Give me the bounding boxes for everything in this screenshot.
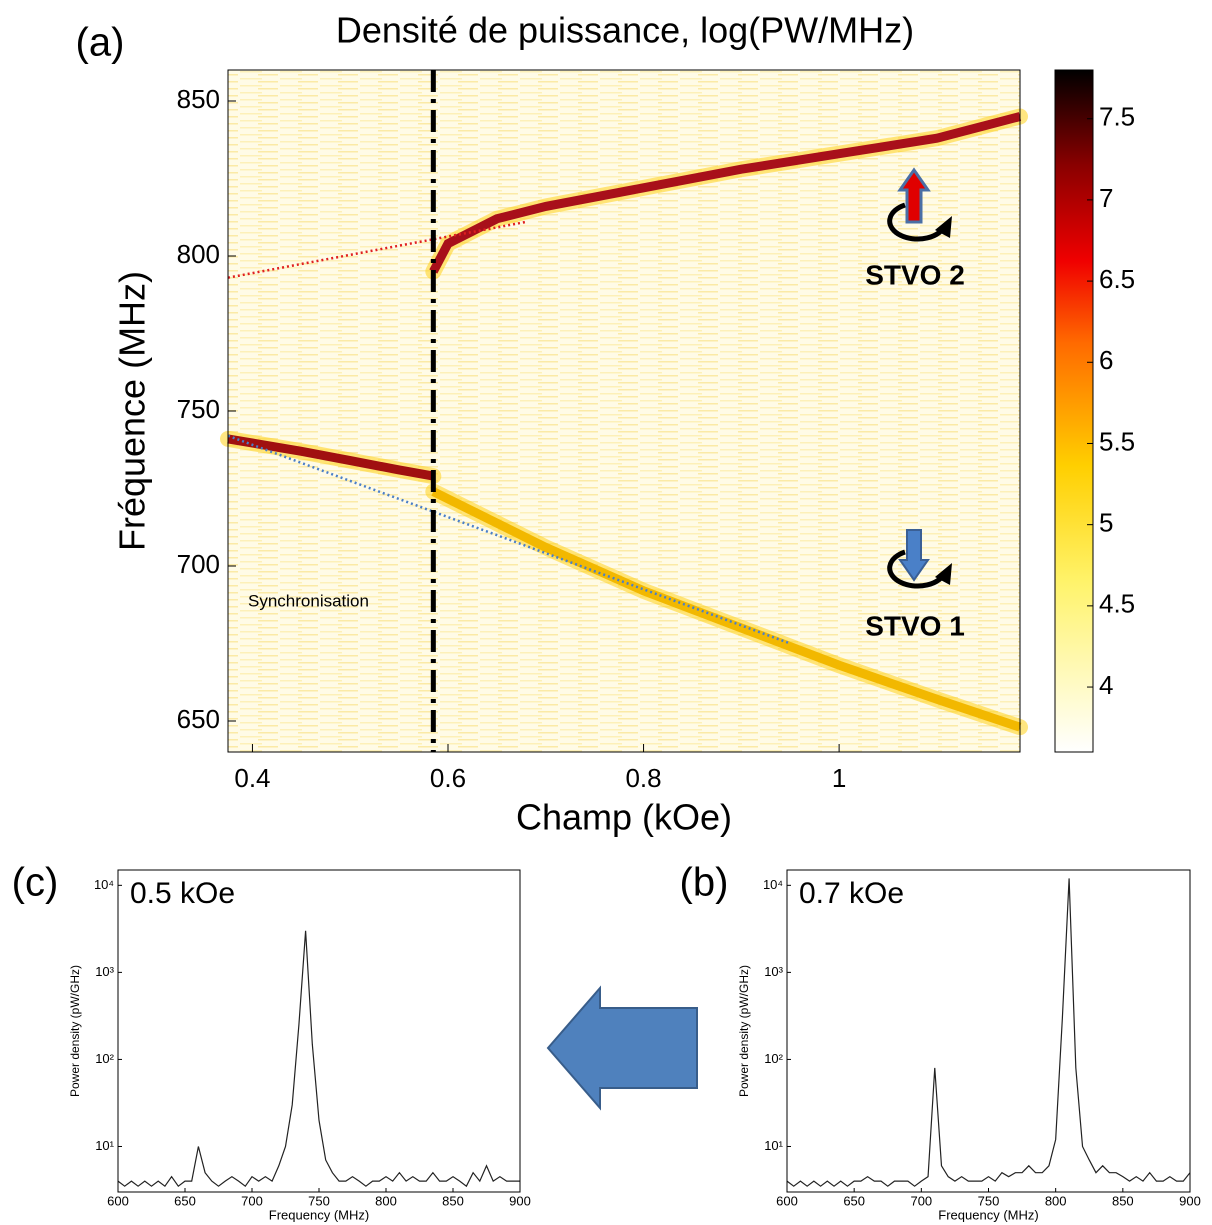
big-arrow (546, 985, 698, 1111)
chart: Synchronisation STVO 2 STVO 1 4 4.5 5 5.5 6 6.5 7… (76, 10, 1136, 838)
chart-title: Densité de puissance, log(PW/MHz) (336, 10, 914, 51)
y-axis-label: Power density (pW/GHz) (68, 965, 82, 1097)
x-tick-label: 850 (442, 1193, 464, 1208)
x-axis-label: Frequency (MHz) (269, 1207, 369, 1222)
annotation: STVO 2 (865, 259, 965, 290)
plot-area (228, 70, 1020, 752)
x-tick-label: 0.8 (625, 763, 661, 793)
colorbar-tick-label: 4 (1099, 670, 1113, 700)
colorbar-tick-label: 4.5 (1099, 589, 1135, 619)
annotation: STVO 1 (865, 610, 965, 641)
x-tick-label: 750 (308, 1193, 330, 1208)
y-tick-label: 10¹ (95, 1138, 114, 1153)
panel-label: (c) (12, 861, 59, 905)
y-tick-label: 850 (177, 84, 220, 114)
colorbar-tick-label: 5 (1099, 508, 1113, 538)
x-axis-label: Champ (kOe) (516, 797, 732, 838)
x-tick-label: 0.6 (430, 763, 466, 793)
x-tick-label: 0.4 (234, 763, 270, 793)
colorbar-tick-label: 7 (1099, 183, 1113, 213)
rotation-arrowhead (935, 216, 952, 238)
plot-area (787, 870, 1190, 1192)
chart: 0.7 kOe 600 650 700 750 800 850 900 10¹ 10² 10³ 10⁴… (680, 861, 1201, 1223)
x-tick-label: 700 (910, 1193, 932, 1208)
x-tick-label: 900 (1179, 1193, 1201, 1208)
x-tick-label: 800 (1045, 1193, 1067, 1208)
y-tick-label: 10² (95, 1051, 114, 1066)
y-tick-label: 10⁴ (763, 877, 783, 892)
x-tick-label: 700 (241, 1193, 263, 1208)
panel-label: (a) (76, 21, 125, 65)
ridge (227, 434, 435, 481)
plots: Synchronisation STVO 2 STVO 1 4 4.5 5 5.5 6 6.5 7… (12, 10, 1201, 1223)
x-tick-label: 600 (776, 1193, 798, 1208)
spin-up-arrow (897, 167, 931, 224)
y-tick-label: 750 (177, 394, 220, 424)
colorbar (1054, 69, 1094, 753)
ridge (431, 487, 1022, 732)
spectrum (786, 878, 1191, 1187)
annotation: 0.7 kOe (799, 877, 904, 910)
x-tick-label: 650 (174, 1193, 196, 1208)
x-tick-label: 650 (843, 1193, 865, 1208)
y-tick-label: 10³ (764, 964, 783, 979)
annotation: Synchronisation (248, 591, 369, 610)
y-tick-label: 10⁴ (94, 877, 114, 892)
y-axis-label: Fréquence (MHz) (112, 271, 153, 551)
ridge (429, 112, 1022, 274)
x-axis-label: Frequency (MHz) (938, 1207, 1038, 1222)
y-tick-label: 10¹ (764, 1138, 783, 1153)
x-tick-label: 850 (1112, 1193, 1134, 1208)
chart: 0.5 kOe 600 650 700 750 800 850 900 10¹ 10² 10³ 10⁴… (12, 861, 531, 1223)
rotation-arrow (887, 202, 948, 242)
y-tick-label: 700 (177, 549, 220, 579)
x-tick-label: 1 (832, 763, 846, 793)
spectrum (117, 930, 520, 1188)
panel-label: (b) (680, 861, 729, 905)
y-tick-label: 10² (764, 1051, 783, 1066)
stvo-icons (546, 167, 952, 1111)
rotation-arrow (887, 549, 948, 589)
x-tick-label: 750 (978, 1193, 1000, 1208)
y-tick-label: 10³ (95, 964, 114, 979)
y-tick-label: 800 (177, 239, 220, 269)
rotation-arrowhead (935, 563, 952, 585)
y-tick-label: 650 (177, 704, 220, 734)
y-axis-label: Power density (pW/GHz) (737, 965, 751, 1097)
colorbar-tick-label: 6 (1099, 345, 1113, 375)
annotation: 0.5 kOe (130, 877, 235, 910)
colorbar-tick-label: 5.5 (1099, 426, 1135, 456)
x-tick-label: 900 (509, 1193, 531, 1208)
x-tick-label: 800 (375, 1193, 397, 1208)
fit-line (227, 220, 527, 279)
x-tick-label: 600 (107, 1193, 129, 1208)
spin-down-arrow (898, 529, 930, 582)
colorbar-tick-label: 6.5 (1099, 264, 1135, 294)
plot-area (118, 870, 520, 1192)
colorbar-tick-label: 7.5 (1099, 102, 1135, 132)
